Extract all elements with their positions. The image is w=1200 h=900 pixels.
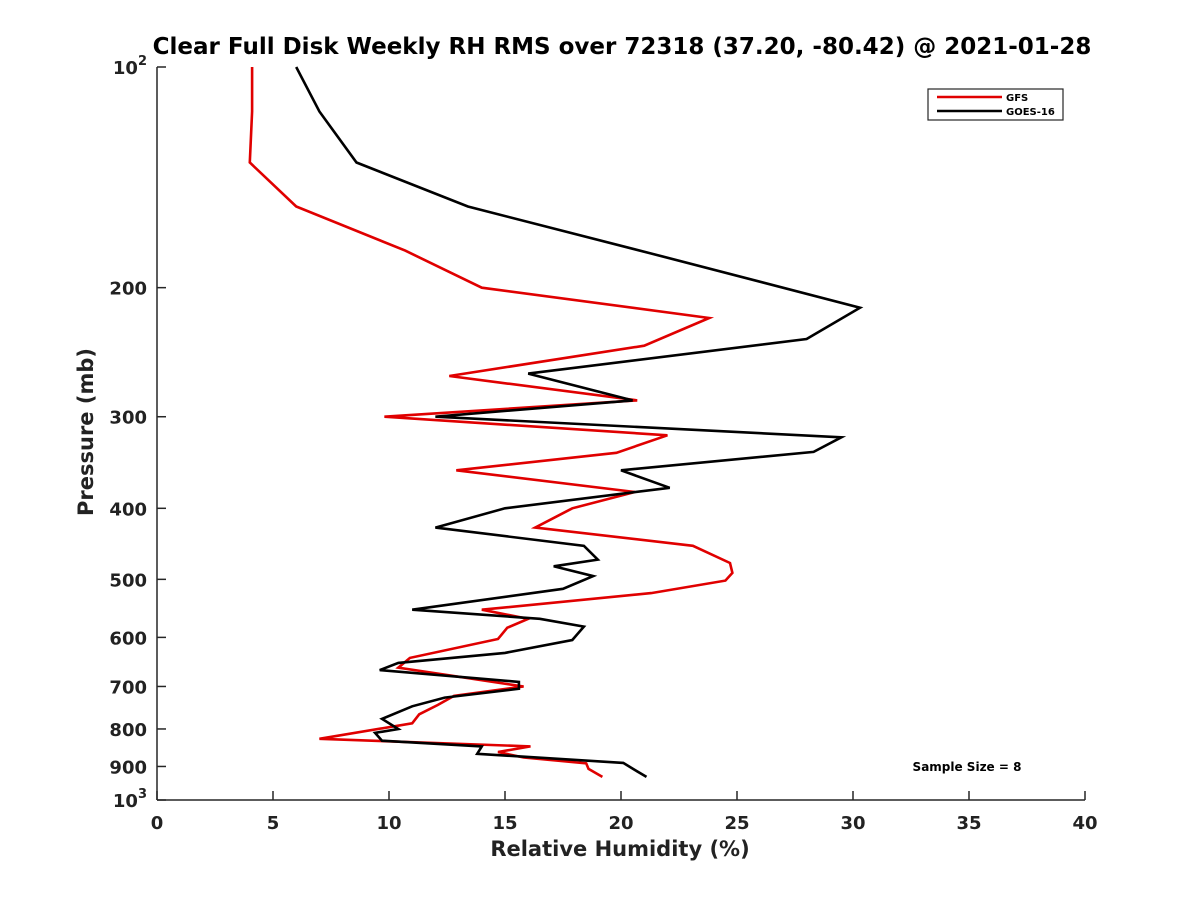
sample-size-annotation: Sample Size = 8: [913, 760, 1022, 774]
series-line-goes16: [295, 66, 864, 779]
x-tick-label: 40: [1072, 813, 1097, 834]
x-tick-label: 5: [267, 813, 280, 834]
y-tick-label: 700: [109, 677, 147, 698]
y-tick-label: 400: [109, 499, 147, 520]
y-tick-label: 200: [109, 279, 147, 300]
x-tick-label: 30: [840, 813, 865, 834]
x-tick-label: 10: [376, 813, 401, 834]
y-tick-label: 102: [113, 54, 147, 79]
y-tick-label: 900: [109, 757, 147, 778]
series-line-gfs: [248, 67, 734, 779]
y-axis-label: Pressure (mb): [74, 348, 98, 516]
y-tick-label: 500: [109, 570, 147, 591]
chart-title: Clear Full Disk Weekly RH RMS over 72318…: [153, 34, 1092, 60]
legend: GFS GOES-16: [927, 88, 1064, 121]
y-tick-label: 103: [113, 787, 147, 812]
series-lines: [248, 66, 864, 779]
x-tick-label: 25: [724, 813, 749, 834]
legend-box: [927, 88, 1064, 121]
y-tick-label: 600: [109, 628, 147, 649]
legend-label-gfs: GFS: [1006, 93, 1028, 104]
y-tick-label: 300: [109, 408, 147, 429]
legend-label-goes16: GOES-16: [1006, 107, 1055, 118]
x-tick-label: 15: [492, 813, 517, 834]
x-tick-label: 20: [608, 813, 633, 834]
x-tick-label: 0: [151, 813, 164, 834]
x-tick-label: 35: [956, 813, 981, 834]
x-axis-ticks: 0 5 10 15 20 25 30 35 40: [151, 791, 1098, 834]
y-axis-ticks: 102 200 300 400 500 600 700 800 900 103: [109, 54, 166, 812]
y-tick-label: 800: [109, 720, 147, 741]
x-axis-label: Relative Humidity (%): [490, 837, 749, 861]
